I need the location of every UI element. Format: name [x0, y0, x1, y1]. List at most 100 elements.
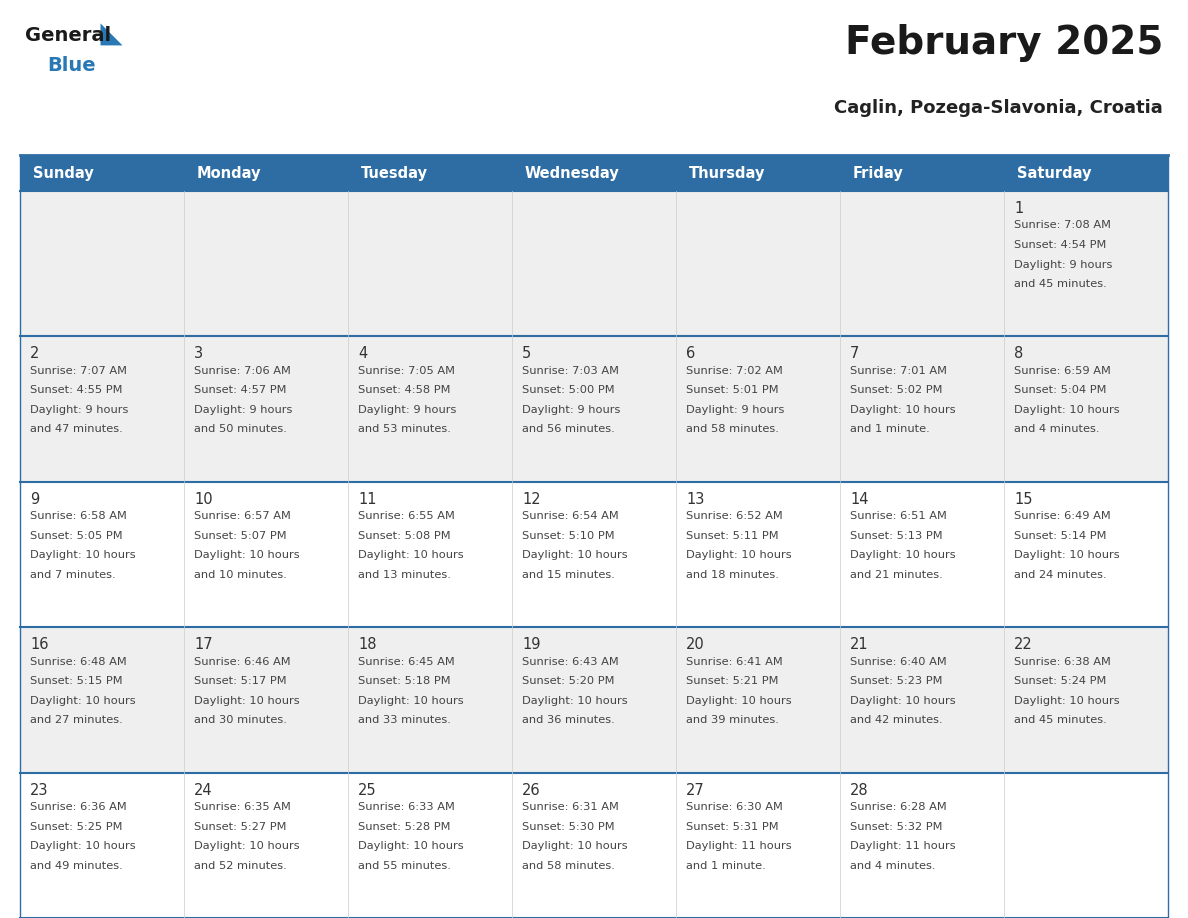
Text: Sunset: 5:31 PM: Sunset: 5:31 PM — [685, 822, 778, 832]
Text: Sunrise: 6:28 AM: Sunrise: 6:28 AM — [849, 802, 947, 812]
Bar — [20, 191, 184, 336]
Text: Daylight: 10 hours: Daylight: 10 hours — [358, 550, 463, 560]
Text: Sunday: Sunday — [33, 165, 94, 181]
Text: and 50 minutes.: and 50 minutes. — [194, 424, 286, 434]
Bar — [184, 336, 348, 482]
Bar — [184, 773, 348, 918]
Text: Sunrise: 7:01 AM: Sunrise: 7:01 AM — [849, 366, 947, 375]
Text: Sunset: 5:18 PM: Sunset: 5:18 PM — [358, 677, 450, 686]
Text: and 53 minutes.: and 53 minutes. — [358, 424, 451, 434]
Text: Daylight: 10 hours: Daylight: 10 hours — [358, 841, 463, 851]
Text: 5: 5 — [522, 346, 531, 362]
Text: Daylight: 10 hours: Daylight: 10 hours — [522, 841, 627, 851]
Text: Sunrise: 6:41 AM: Sunrise: 6:41 AM — [685, 656, 783, 666]
Text: Sunrise: 7:08 AM: Sunrise: 7:08 AM — [1015, 220, 1111, 230]
Text: 3: 3 — [194, 346, 203, 362]
Text: Saturday: Saturday — [1017, 165, 1092, 181]
Text: 9: 9 — [30, 492, 39, 507]
Text: Sunset: 5:28 PM: Sunset: 5:28 PM — [358, 822, 450, 832]
Text: Sunrise: 6:38 AM: Sunrise: 6:38 AM — [1015, 656, 1111, 666]
Text: Daylight: 10 hours: Daylight: 10 hours — [849, 405, 955, 415]
Bar — [348, 155, 512, 191]
Text: Daylight: 10 hours: Daylight: 10 hours — [849, 550, 955, 560]
Text: and 52 minutes.: and 52 minutes. — [194, 860, 286, 870]
Text: Daylight: 10 hours: Daylight: 10 hours — [358, 696, 463, 706]
Text: Sunrise: 6:46 AM: Sunrise: 6:46 AM — [194, 656, 291, 666]
Text: 13: 13 — [685, 492, 704, 507]
Text: Tuesday: Tuesday — [361, 165, 428, 181]
Text: Daylight: 9 hours: Daylight: 9 hours — [30, 405, 128, 415]
Bar — [840, 482, 1004, 627]
Bar — [20, 336, 184, 482]
Text: 25: 25 — [358, 783, 377, 798]
Bar — [1004, 336, 1168, 482]
Bar — [676, 773, 840, 918]
Text: and 33 minutes.: and 33 minutes. — [358, 715, 451, 725]
Text: and 13 minutes.: and 13 minutes. — [358, 570, 451, 580]
Text: Sunset: 5:27 PM: Sunset: 5:27 PM — [194, 822, 286, 832]
Text: 17: 17 — [194, 637, 213, 652]
Bar — [840, 627, 1004, 773]
Text: Daylight: 9 hours: Daylight: 9 hours — [522, 405, 620, 415]
Bar — [840, 155, 1004, 191]
Text: Sunset: 4:57 PM: Sunset: 4:57 PM — [194, 386, 286, 396]
Bar — [512, 191, 676, 336]
Text: 8: 8 — [1015, 346, 1023, 362]
Text: and 58 minutes.: and 58 minutes. — [522, 860, 615, 870]
Text: Sunrise: 7:06 AM: Sunrise: 7:06 AM — [194, 366, 291, 375]
Text: Sunrise: 6:49 AM: Sunrise: 6:49 AM — [1015, 511, 1111, 521]
Text: Sunset: 5:04 PM: Sunset: 5:04 PM — [1015, 386, 1106, 396]
Text: Sunset: 5:11 PM: Sunset: 5:11 PM — [685, 531, 778, 541]
Bar — [512, 627, 676, 773]
Text: Sunrise: 6:35 AM: Sunrise: 6:35 AM — [194, 802, 291, 812]
Text: and 1 minute.: and 1 minute. — [849, 424, 930, 434]
Text: Daylight: 9 hours: Daylight: 9 hours — [358, 405, 456, 415]
Text: and 7 minutes.: and 7 minutes. — [30, 570, 115, 580]
Text: and 49 minutes.: and 49 minutes. — [30, 860, 122, 870]
Text: Sunrise: 7:07 AM: Sunrise: 7:07 AM — [30, 366, 127, 375]
Text: Daylight: 10 hours: Daylight: 10 hours — [522, 696, 627, 706]
Text: 2: 2 — [30, 346, 39, 362]
Text: Daylight: 10 hours: Daylight: 10 hours — [194, 550, 299, 560]
Text: 20: 20 — [685, 637, 704, 652]
Text: and 39 minutes.: and 39 minutes. — [685, 715, 779, 725]
Bar — [676, 155, 840, 191]
Bar — [512, 482, 676, 627]
Text: 10: 10 — [194, 492, 213, 507]
Bar — [1004, 627, 1168, 773]
Text: Sunset: 5:00 PM: Sunset: 5:00 PM — [522, 386, 614, 396]
Text: Sunrise: 6:33 AM: Sunrise: 6:33 AM — [358, 802, 455, 812]
Text: and 30 minutes.: and 30 minutes. — [194, 715, 286, 725]
Text: Sunrise: 7:03 AM: Sunrise: 7:03 AM — [522, 366, 619, 375]
Text: 28: 28 — [849, 783, 868, 798]
Polygon shape — [101, 23, 122, 45]
Text: and 45 minutes.: and 45 minutes. — [1015, 715, 1107, 725]
Text: Sunset: 5:14 PM: Sunset: 5:14 PM — [1015, 531, 1106, 541]
Text: 23: 23 — [30, 783, 49, 798]
Bar — [348, 482, 512, 627]
Text: Daylight: 10 hours: Daylight: 10 hours — [522, 550, 627, 560]
Text: Sunrise: 6:59 AM: Sunrise: 6:59 AM — [1015, 366, 1111, 375]
Text: Daylight: 10 hours: Daylight: 10 hours — [194, 841, 299, 851]
Text: Sunrise: 6:48 AM: Sunrise: 6:48 AM — [30, 656, 127, 666]
Text: 14: 14 — [849, 492, 868, 507]
Text: 27: 27 — [685, 783, 704, 798]
Text: Sunset: 5:32 PM: Sunset: 5:32 PM — [849, 822, 942, 832]
Bar — [184, 627, 348, 773]
Text: and 4 minutes.: and 4 minutes. — [1015, 424, 1100, 434]
Bar — [1004, 191, 1168, 336]
Text: Daylight: 10 hours: Daylight: 10 hours — [685, 550, 791, 560]
Bar — [348, 773, 512, 918]
Text: Daylight: 10 hours: Daylight: 10 hours — [194, 696, 299, 706]
Bar — [20, 627, 184, 773]
Text: 22: 22 — [1015, 637, 1032, 652]
Text: Sunrise: 6:31 AM: Sunrise: 6:31 AM — [522, 802, 619, 812]
Bar — [184, 155, 348, 191]
Text: Daylight: 11 hours: Daylight: 11 hours — [685, 841, 791, 851]
Text: February 2025: February 2025 — [845, 25, 1163, 62]
Text: 6: 6 — [685, 346, 695, 362]
Text: and 21 minutes.: and 21 minutes. — [849, 570, 943, 580]
Text: Sunset: 5:21 PM: Sunset: 5:21 PM — [685, 677, 778, 686]
Text: Sunrise: 6:58 AM: Sunrise: 6:58 AM — [30, 511, 127, 521]
Bar — [20, 482, 184, 627]
